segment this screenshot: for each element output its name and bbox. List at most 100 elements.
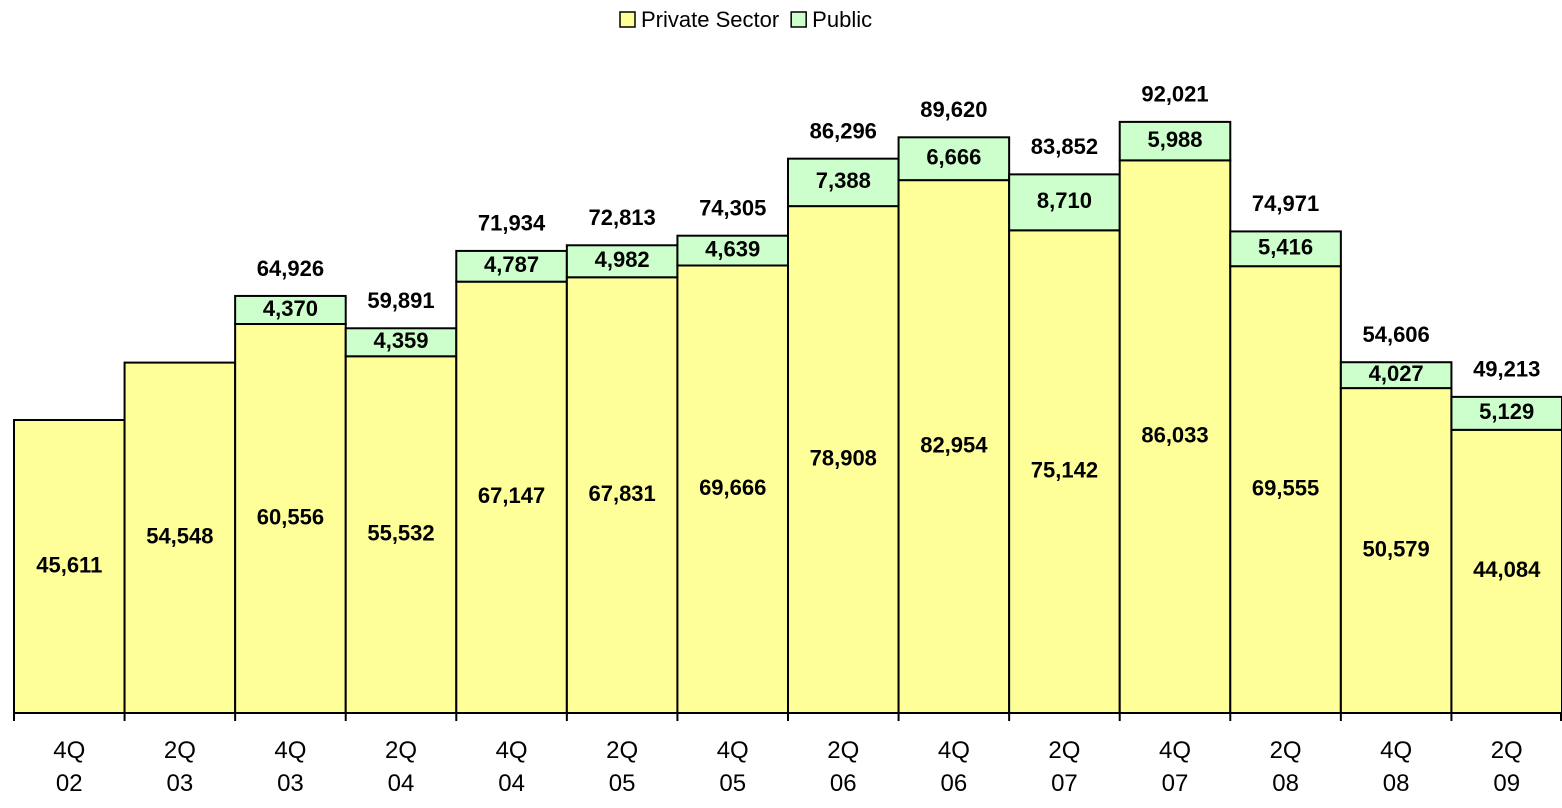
x-tick-line: 4Q	[717, 737, 749, 764]
x-tick-line: 4Q	[938, 737, 970, 764]
legend-item: Private Sector	[619, 7, 779, 32]
total-label: 83,852	[1031, 134, 1098, 159]
legend-label: Public	[812, 7, 872, 32]
total-label: 49,213	[1473, 357, 1540, 382]
bar-segment	[1229, 265, 1342, 714]
x-tick-line: 09	[1493, 770, 1520, 797]
value-label: 67,831	[588, 481, 655, 506]
x-tick-line: 05	[719, 770, 746, 797]
total-label: 74,305	[699, 196, 766, 221]
value-label: 60,556	[257, 504, 324, 529]
value-label: 78,908	[810, 445, 877, 470]
x-tick-label: 2Q 09	[1491, 737, 1523, 797]
value-label: 86,033	[1141, 422, 1208, 447]
total-label: 74,971	[1252, 191, 1319, 216]
x-tick-label: 2Q 07	[1048, 737, 1080, 797]
x-tick-line: 04	[498, 770, 525, 797]
x-tick-line: 4Q	[53, 737, 85, 764]
x-tick-line: 2Q	[164, 737, 196, 764]
value-label: 45,611	[36, 552, 102, 577]
x-tick-label: 4Q 04	[496, 737, 528, 797]
bar-segment	[1118, 120, 1232, 162]
value-label: 44,084	[1473, 557, 1541, 582]
x-tick-label: 4Q 07	[1159, 737, 1191, 797]
bar-segment	[676, 234, 790, 267]
value-label: 69,555	[1252, 475, 1319, 500]
x-tick-line: 02	[56, 770, 83, 797]
x-tick-line: 2Q	[385, 737, 417, 764]
x-tick-line: 4Q	[274, 737, 306, 764]
x-tick-line: 06	[941, 770, 968, 797]
total-label: 64,926	[257, 256, 324, 281]
value-label: 4,027	[1369, 361, 1424, 386]
x-tick-line: 2Q	[606, 737, 638, 764]
value-label: 82,954	[920, 432, 988, 457]
bar-segment	[897, 136, 1011, 182]
bar-segment	[455, 249, 568, 283]
value-label: 6,666	[926, 145, 981, 170]
x-tick-label: 2Q 04	[385, 737, 417, 797]
x-tick-line: 4Q	[1380, 737, 1412, 764]
bar-segment	[1339, 387, 1453, 714]
total-label: 72,813	[588, 205, 655, 230]
value-label: 69,666	[699, 475, 766, 500]
x-tick-line: 07	[1162, 770, 1189, 797]
x-tick-line: 2Q	[1270, 737, 1302, 764]
bar-segment	[1118, 159, 1232, 714]
value-label: 7,388	[816, 168, 871, 193]
total-label: 89,620	[920, 97, 987, 122]
value-label: 4,370	[263, 296, 318, 321]
total-label: 54,606	[1362, 322, 1429, 347]
bar-segment	[787, 157, 900, 208]
legend-swatch	[619, 11, 636, 28]
legend-item: Public	[790, 7, 872, 32]
x-tick-line: 2Q	[1048, 737, 1080, 764]
x-tick-line: 03	[277, 770, 304, 797]
bar-segment	[1450, 428, 1562, 714]
x-tick-line: 07	[1051, 770, 1078, 797]
x-tick-line: 08	[1383, 770, 1410, 797]
value-label: 50,579	[1362, 536, 1429, 561]
value-label: 55,532	[367, 520, 434, 545]
legend-label: Private Sector	[641, 7, 779, 32]
x-tick-label: 4Q 08	[1380, 737, 1412, 797]
x-tick-line: 2Q	[1491, 737, 1523, 764]
x-tick-label: 4Q 05	[717, 737, 749, 797]
bar-segment	[234, 294, 347, 326]
bar-segment	[565, 244, 679, 279]
legend-swatch	[790, 11, 807, 28]
value-label: 5,988	[1147, 127, 1202, 152]
total-label: 59,891	[367, 288, 434, 313]
x-tick-label: 2Q 05	[606, 737, 638, 797]
bar-segment	[123, 361, 237, 714]
value-label: 75,142	[1031, 457, 1098, 482]
bar-segment	[13, 419, 126, 714]
value-label: 4,359	[373, 328, 428, 353]
x-tick-line: 05	[609, 770, 636, 797]
value-label: 4,982	[595, 247, 650, 272]
bar-segment	[1008, 173, 1121, 232]
x-tick-label: 2Q 08	[1270, 737, 1302, 797]
value-label: 5,129	[1479, 399, 1534, 424]
x-tick-line: 03	[167, 770, 194, 797]
bar-segment	[1229, 230, 1342, 268]
x-tick-line: 2Q	[827, 737, 859, 764]
total-label: 92,021	[1141, 82, 1208, 107]
x-tick-label: 2Q 03	[164, 737, 196, 797]
value-label: 54,548	[146, 524, 213, 549]
x-tick-label: 2Q 06	[827, 737, 859, 797]
x-tick-label: 4Q 06	[938, 737, 970, 797]
bar-segment	[1339, 361, 1453, 390]
x-tick-line: 4Q	[496, 737, 528, 764]
x-tick-label: 4Q 03	[274, 737, 306, 797]
bar-segment	[897, 179, 1011, 714]
x-tick-label: 4Q 02	[53, 737, 85, 797]
bar-segment	[1450, 395, 1562, 431]
value-label: 67,147	[478, 483, 545, 508]
value-label: 4,787	[484, 252, 539, 277]
x-tick-line: 4Q	[1159, 737, 1191, 764]
x-tick-line: 08	[1272, 770, 1299, 797]
total-label: 86,296	[810, 118, 877, 143]
x-tick-line: 06	[830, 770, 857, 797]
